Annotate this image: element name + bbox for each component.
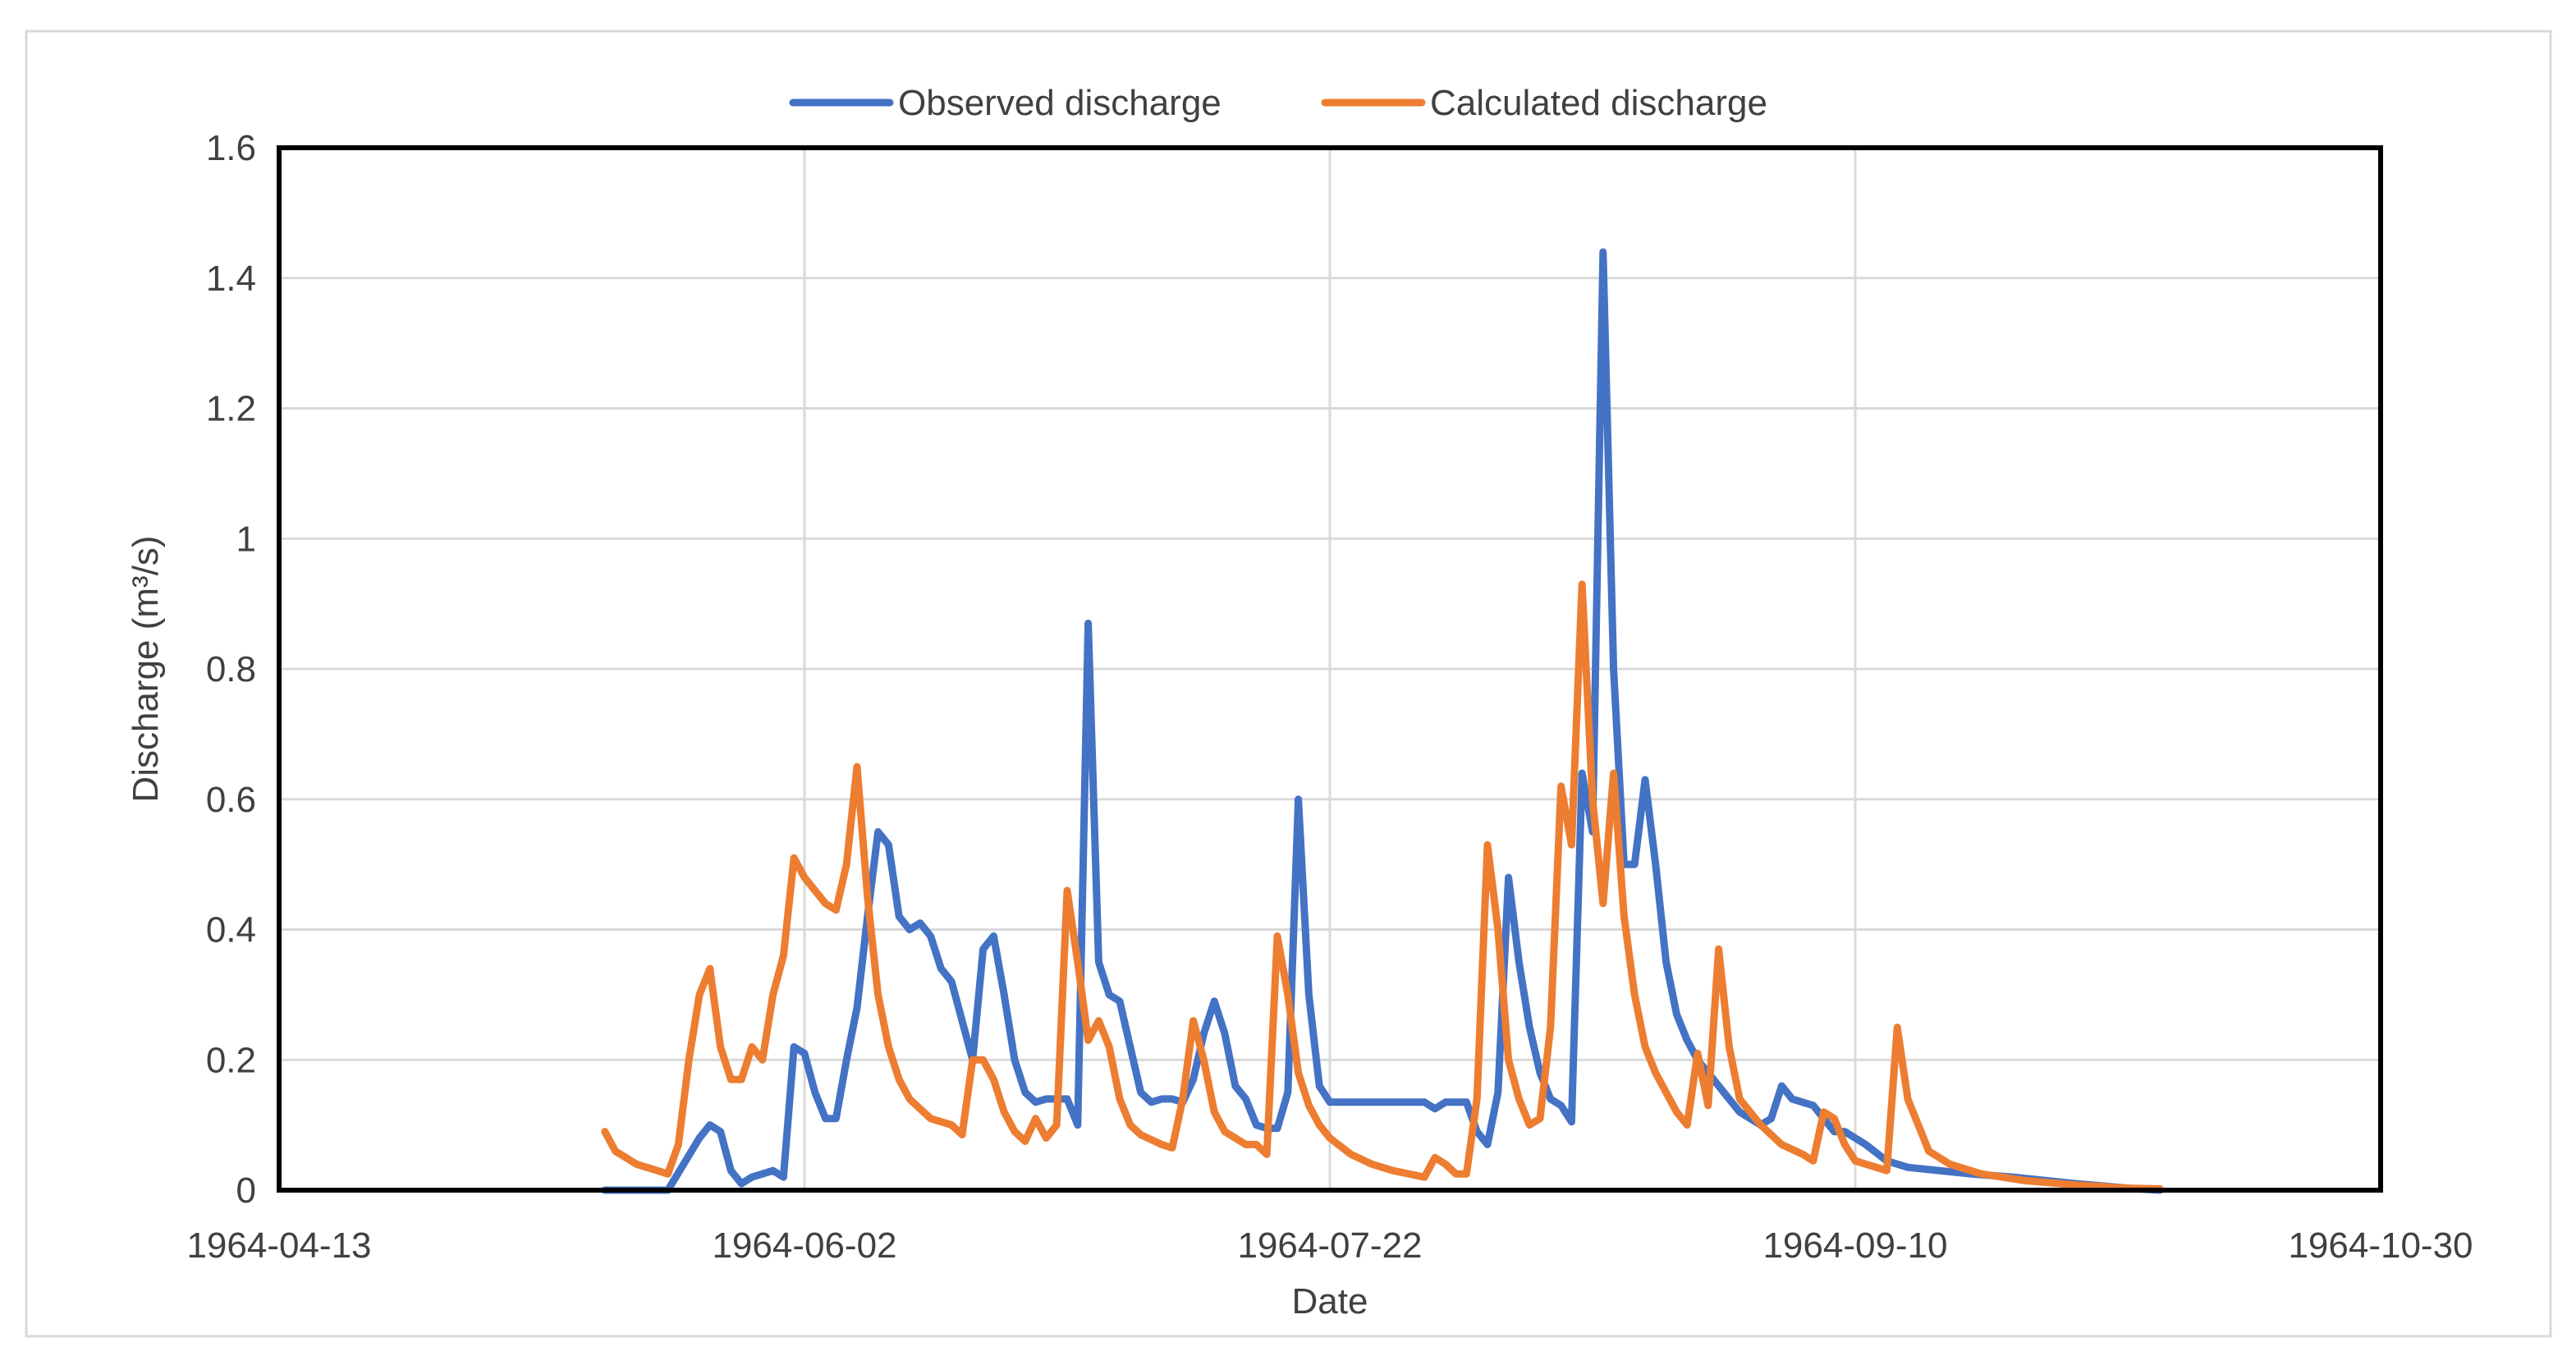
y-tick-label: 0.2 (206, 1040, 256, 1080)
x-tick-label: 1964-07-22 (1237, 1225, 1422, 1266)
x-tick-label: 1964-04-13 (186, 1225, 371, 1266)
y-tick-label: 1.6 (206, 128, 256, 168)
y-tick-label: 0 (236, 1170, 256, 1211)
x-tick-label: 1964-09-10 (1762, 1225, 1947, 1266)
y-tick-label: 0.6 (206, 780, 256, 820)
x-axis-title: Date (1292, 1281, 1368, 1321)
y-tick-label: 1 (236, 519, 256, 559)
y-tick-label: 0.4 (206, 910, 256, 950)
legend-label-calculated: Calculated discharge (1430, 83, 1767, 123)
legend: Observed discharge Calculated discharge (789, 83, 1767, 123)
plot-area-border (277, 145, 2383, 1193)
series-line-calculated (601, 580, 2164, 1193)
x-tick-label: 1964-06-02 (712, 1225, 896, 1266)
chart-area-border (25, 30, 2552, 1338)
y-tick-label: 1.2 (206, 389, 256, 429)
x-axis: 1964-04-13 1964-06-02 1964-07-22 1964-09-10… (186, 1225, 2473, 1266)
x-tick-label: 1964-10-30 (2288, 1225, 2473, 1266)
y-tick-label: 0.8 (206, 649, 256, 689)
y-axis: 0 0.2 0.4 0.6 0.8 1 1.2 1.4 1.6 (206, 128, 256, 1211)
y-tick-label: 1.4 (206, 259, 256, 299)
legend-label-observed: Observed discharge (898, 83, 1222, 123)
y-axis-title: Discharge (m³/s) (126, 535, 166, 802)
series-layer (601, 248, 2164, 1194)
